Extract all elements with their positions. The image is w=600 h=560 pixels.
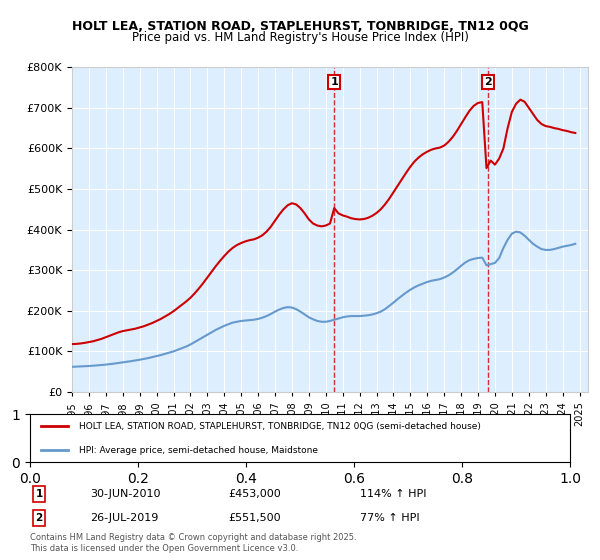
Text: 2: 2: [35, 513, 43, 523]
Text: £453,000: £453,000: [228, 489, 281, 499]
Text: Price paid vs. HM Land Registry's House Price Index (HPI): Price paid vs. HM Land Registry's House …: [131, 31, 469, 44]
Text: 30-JUN-2010: 30-JUN-2010: [90, 489, 161, 499]
Text: 1: 1: [35, 489, 43, 499]
Text: 26-JUL-2019: 26-JUL-2019: [90, 513, 158, 523]
Text: 77% ↑ HPI: 77% ↑ HPI: [360, 513, 419, 523]
Text: 114% ↑ HPI: 114% ↑ HPI: [360, 489, 427, 499]
Text: £551,500: £551,500: [228, 513, 281, 523]
Text: HOLT LEA, STATION ROAD, STAPLEHURST, TONBRIDGE, TN12 0QG (semi-detached house): HOLT LEA, STATION ROAD, STAPLEHURST, TON…: [79, 422, 481, 431]
Text: 2: 2: [484, 77, 492, 87]
Text: HPI: Average price, semi-detached house, Maidstone: HPI: Average price, semi-detached house,…: [79, 446, 317, 455]
Text: HOLT LEA, STATION ROAD, STAPLEHURST, TONBRIDGE, TN12 0QG: HOLT LEA, STATION ROAD, STAPLEHURST, TON…: [71, 20, 529, 32]
Text: 1: 1: [331, 77, 338, 87]
Text: Contains HM Land Registry data © Crown copyright and database right 2025.
This d: Contains HM Land Registry data © Crown c…: [30, 533, 356, 553]
